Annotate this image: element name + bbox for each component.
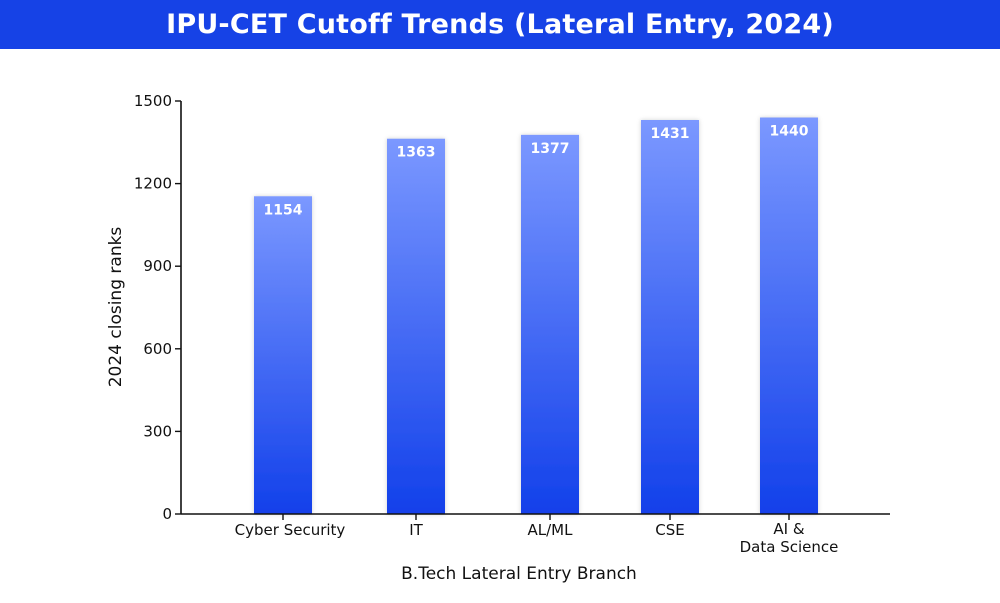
y-tick-label-3: 900	[143, 257, 172, 275]
x-tick-label-4: AI & Data Science	[740, 520, 839, 556]
data-label-0: 1154	[264, 202, 303, 218]
bars-layer: 1154 1363 1377 1431 1440	[254, 117, 818, 515]
chart-title: IPU-CET Cutoff Trends (Lateral Entry, 20…	[166, 9, 834, 40]
axes-layer: 0 300 600 900 1200 1500 Cyber Security IT AL/ML C…	[134, 92, 890, 556]
x-axis-title: B.Tech Lateral Entry Branch	[401, 564, 637, 584]
x-tick-label-0: Cyber Security	[235, 521, 346, 539]
bar-1	[387, 138, 445, 514]
title-bar: IPU-CET Cutoff Trends (Lateral Entry, 20…	[0, 0, 1000, 49]
data-label-2: 1377	[531, 141, 570, 157]
x-tick-label-2: AL/ML	[528, 521, 574, 539]
y-axis-title: 2024 closing ranks	[106, 227, 126, 388]
y-tick-label-2: 600	[143, 340, 172, 358]
y-tick-label-0: 0	[162, 505, 172, 523]
y-tick-label-5: 1500	[134, 92, 172, 110]
data-label-4: 1440	[770, 124, 809, 140]
x-tick-label-1: IT	[409, 521, 423, 539]
bar-0	[254, 196, 312, 515]
y-tick-label-4: 1200	[134, 175, 172, 193]
data-label-3: 1431	[651, 126, 690, 142]
y-tick-label-1: 300	[143, 422, 172, 440]
bar-3	[641, 119, 699, 515]
x-tick-label-3: CSE	[655, 521, 684, 539]
data-label-1: 1363	[397, 145, 436, 161]
bar-4	[760, 117, 818, 515]
bar-2	[521, 134, 579, 514]
